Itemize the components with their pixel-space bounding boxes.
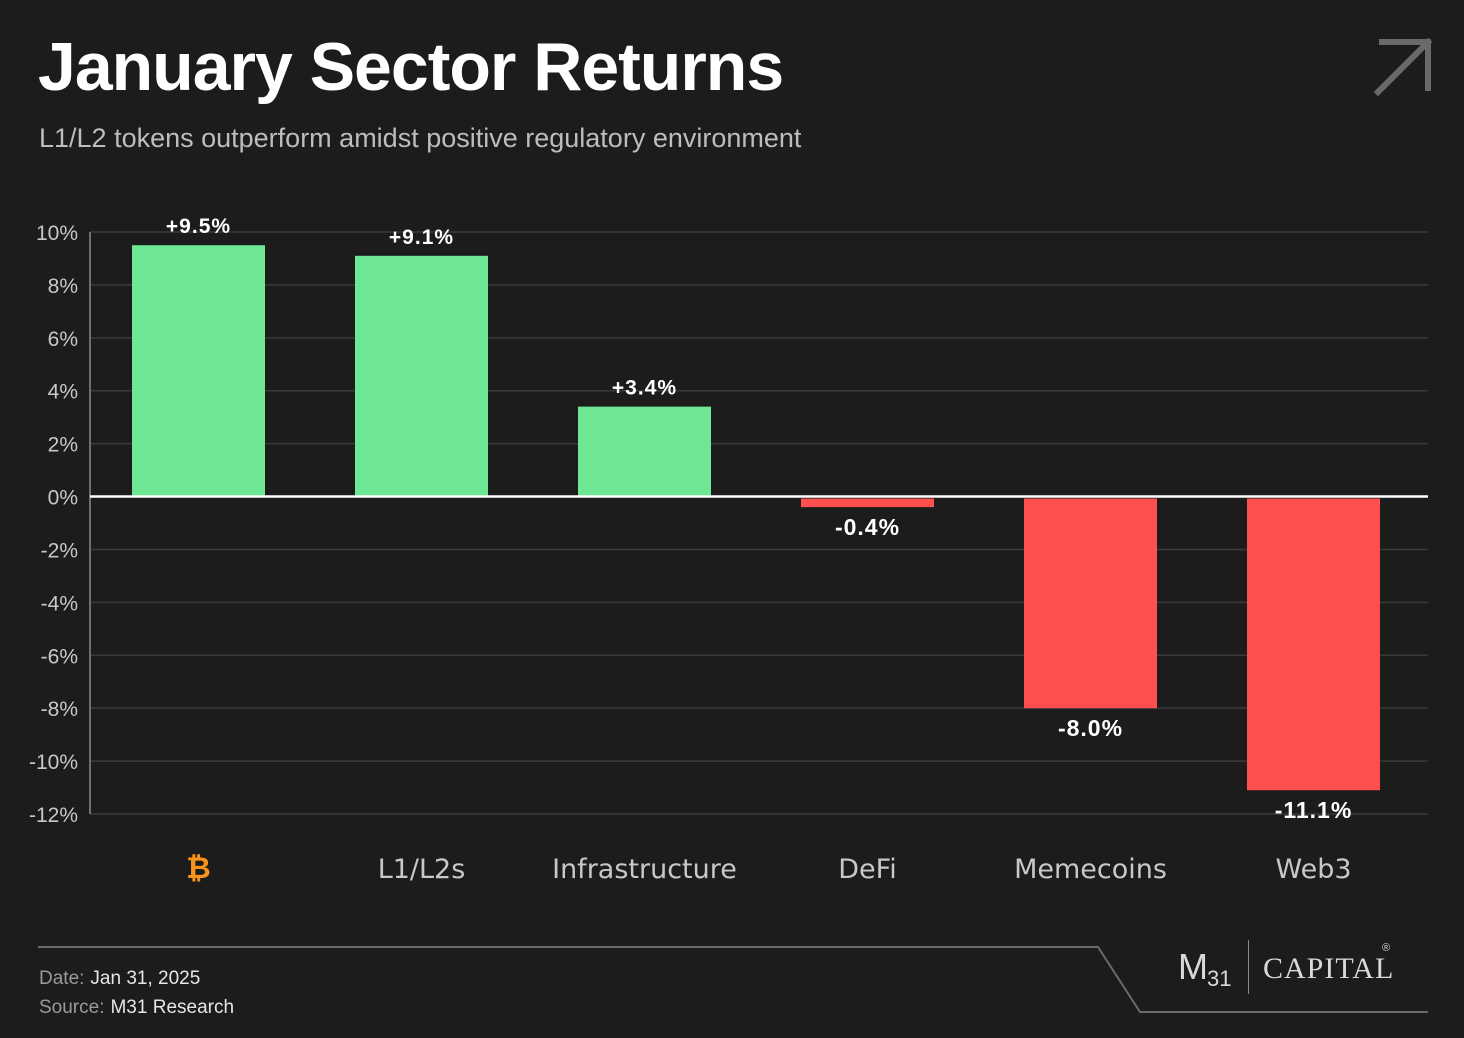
logo-name: CAPITAL [1263,952,1395,985]
arrow-up-right-icon [1373,37,1433,97]
y-tick-label: 4% [48,381,78,404]
footer-date-label: Date: [39,968,85,989]
chart-subtitle: L1/L2 tokens outperform amidst positive … [39,123,802,153]
bar [578,406,711,497]
bar [801,498,934,508]
category-label: Memecoins [1014,854,1167,885]
y-tick-label: 10% [36,222,78,245]
category-label: Web3 [1275,854,1351,885]
data-label: +3.4% [612,377,677,400]
y-tick-label: -12% [29,804,78,827]
footer-date-value: Jan 31, 2025 [90,968,201,989]
bitcoin-category-label: ₿ [186,851,210,886]
y-tick-label: -10% [29,751,78,774]
y-tick-label: 6% [48,328,78,351]
data-label: -0.4% [835,514,900,540]
m31-capital-logo: M 31 CAPITAL ® [1178,940,1398,1000]
bar [355,255,488,497]
footer-source-label: Source: [39,997,105,1018]
data-label: -11.1% [1275,797,1353,823]
bar [1024,498,1157,709]
chart-title: January Sector Returns [38,29,784,105]
footer-source: Source: M31 Research [39,997,234,1019]
data-label: -8.0% [1058,715,1123,741]
y-tick-label: 0% [48,487,78,510]
footer-date: Date: Jan 31, 2025 [39,968,200,990]
y-tick-label: -4% [41,592,78,615]
y-tick-label: -8% [41,698,78,721]
logo-registered-mark: ® [1382,942,1391,954]
category-label: DeFi [838,854,896,885]
y-tick-label: 2% [48,434,78,457]
category-label: Infrastructure [552,854,737,885]
category-label: L1/L2s [378,854,466,885]
data-label: +9.1% [389,226,454,249]
sector-returns-chart: 10% 8% 6% 4% 2% 0% -2% -4% -6% -8% -10% -12% +9.5% ₿ +… [29,215,1428,886]
bar [1247,498,1380,791]
y-tick-label: 8% [48,275,78,298]
logo-mark: M [1178,946,1208,987]
logo-sub: 31 [1207,966,1232,991]
footer-source-value: M31 Research [110,997,235,1018]
y-tick-label: -6% [41,645,78,668]
logo-divider [1248,940,1249,994]
data-label: +9.5% [166,215,231,238]
y-tick-label: -2% [41,539,78,562]
bar [132,245,265,497]
